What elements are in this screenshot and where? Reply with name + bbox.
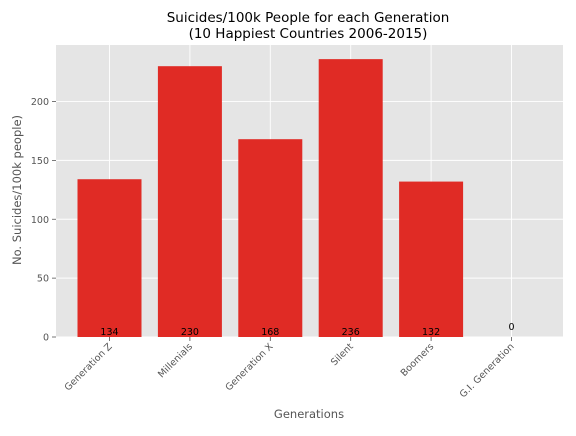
bar-silent — [318, 59, 383, 338]
data-label: 230 — [181, 327, 199, 338]
data-label: 132 — [422, 327, 440, 338]
x-axis-ticks: Generation Z Millenials Generation X Silent… — [63, 337, 517, 400]
y-axis-ticks: 0 50 100 150 200 — [31, 97, 56, 344]
bar-generation-x — [238, 139, 303, 337]
y-tick-label: 0 — [43, 333, 49, 344]
chart-title: Suicides/100k People for each Generation — [167, 10, 450, 26]
x-tick-label: Boomers — [399, 341, 437, 379]
bars — [77, 59, 464, 338]
y-tick-label: 100 — [31, 215, 49, 226]
data-labels: 134 230 168 236 132 0 — [100, 322, 514, 338]
x-tick-label: G.I. Generation — [458, 341, 517, 400]
bar-generation-z — [77, 179, 142, 337]
bar-boomers — [399, 181, 464, 337]
x-axis-label: Generations — [274, 407, 344, 421]
data-label: 0 — [508, 322, 514, 333]
x-tick-label: Generation Z — [63, 341, 115, 393]
y-axis-label: No. Suicides/100k people) — [10, 115, 24, 265]
data-label: 168 — [261, 327, 279, 338]
x-tick-label: Millenials — [156, 341, 195, 380]
y-tick-label: 150 — [31, 156, 49, 167]
y-tick-label: 50 — [37, 274, 49, 285]
x-tick-label: Silent — [329, 341, 356, 368]
x-tick-label: Generation X — [223, 341, 275, 393]
data-label: 236 — [342, 327, 360, 338]
data-label: 134 — [100, 327, 118, 338]
bar-millenials — [157, 66, 222, 338]
y-tick-label: 200 — [31, 97, 49, 108]
chart-subtitle: (10 Happiest Countries 2006-2015) — [189, 26, 428, 42]
